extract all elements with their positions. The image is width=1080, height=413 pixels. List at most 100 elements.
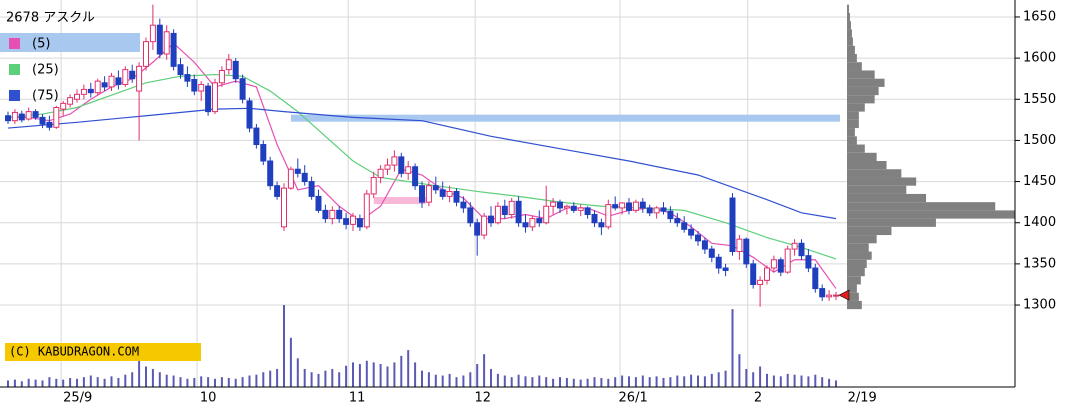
candle-body bbox=[508, 200, 515, 215]
candle-body bbox=[715, 256, 722, 269]
candle-body bbox=[18, 113, 25, 121]
candle-body bbox=[356, 218, 363, 228]
profile-bar bbox=[847, 276, 861, 285]
candle-body bbox=[350, 215, 356, 225]
volume-bar bbox=[586, 378, 589, 387]
candle-body bbox=[177, 64, 184, 76]
y-tick-label: 1400 bbox=[1023, 215, 1056, 230]
profile-bar bbox=[847, 70, 875, 79]
candle-body bbox=[695, 234, 701, 242]
candle-body bbox=[674, 218, 681, 224]
candle-body bbox=[46, 121, 53, 128]
candle-body bbox=[770, 259, 777, 269]
volume-bar bbox=[710, 373, 713, 387]
volume-bar bbox=[766, 373, 768, 387]
volume-bar bbox=[358, 364, 361, 387]
y-tick-label: 1550 bbox=[1023, 92, 1056, 107]
candles bbox=[5, 4, 839, 307]
candle-body bbox=[529, 218, 536, 228]
candle-body bbox=[80, 88, 87, 95]
candle-body bbox=[660, 207, 667, 212]
candle-body bbox=[639, 201, 646, 209]
legend-swatch bbox=[9, 90, 20, 101]
candle-body bbox=[446, 190, 453, 197]
candle-body bbox=[667, 210, 674, 220]
candle-body bbox=[405, 166, 412, 174]
candle-body bbox=[791, 242, 798, 250]
candle-body bbox=[122, 69, 129, 85]
profile-bar bbox=[847, 144, 865, 153]
volume-bar bbox=[441, 375, 444, 387]
volume-bar bbox=[607, 378, 610, 387]
profile-bar bbox=[847, 292, 859, 301]
price-marker bbox=[838, 289, 850, 301]
profile-bar bbox=[847, 202, 996, 211]
volume-bar bbox=[759, 366, 762, 387]
volume-bar bbox=[545, 377, 548, 387]
volume-bar bbox=[20, 381, 23, 387]
volume-bar bbox=[220, 377, 223, 387]
volume-bar bbox=[835, 380, 837, 387]
volume-bar bbox=[276, 368, 279, 387]
profile-bar bbox=[847, 226, 892, 236]
volume-bar bbox=[62, 379, 65, 387]
profile-bar bbox=[847, 218, 936, 227]
volume-bar bbox=[193, 377, 196, 387]
volume-bar bbox=[628, 376, 630, 387]
volume-bar bbox=[648, 377, 651, 387]
candle-body bbox=[805, 255, 812, 269]
volume-bar bbox=[731, 309, 734, 387]
candle-body bbox=[812, 267, 819, 290]
candle-body bbox=[156, 24, 163, 55]
legend-highlight bbox=[0, 33, 140, 52]
volume-bar bbox=[13, 379, 16, 387]
candle-body bbox=[170, 32, 177, 67]
candle-body bbox=[32, 111, 39, 118]
candle-body bbox=[101, 82, 108, 88]
volume-bar bbox=[379, 364, 382, 387]
candle-body bbox=[253, 127, 260, 146]
volume-bar bbox=[676, 375, 679, 387]
profile-bar bbox=[847, 86, 879, 96]
volume-bar bbox=[372, 362, 375, 387]
profile-bar bbox=[847, 152, 877, 161]
volume-bar bbox=[310, 372, 313, 387]
candle-body bbox=[453, 190, 460, 203]
candle-body bbox=[343, 218, 350, 225]
volume-bar bbox=[324, 370, 327, 387]
volume bbox=[7, 305, 837, 387]
volume-bar bbox=[593, 377, 596, 387]
volume-bar bbox=[269, 370, 272, 387]
candle-body bbox=[501, 205, 508, 215]
candle-body bbox=[301, 172, 308, 183]
candle-body bbox=[826, 294, 833, 298]
volume-bar bbox=[386, 366, 389, 387]
candle-body bbox=[398, 156, 405, 174]
candle-body bbox=[646, 207, 653, 214]
volume-bar bbox=[69, 377, 72, 387]
candle-body bbox=[653, 207, 660, 214]
price-band bbox=[290, 114, 840, 122]
candle-body bbox=[729, 197, 736, 253]
profile-bar bbox=[847, 235, 877, 244]
profile-bar bbox=[847, 37, 853, 46]
x-tick-label: 2/19 bbox=[848, 391, 877, 406]
candle-body bbox=[205, 85, 212, 113]
volume-bar bbox=[421, 370, 423, 387]
volume-bar bbox=[393, 362, 396, 387]
candle-body bbox=[777, 259, 784, 273]
candle-body bbox=[688, 228, 695, 236]
profile-bar bbox=[847, 193, 927, 203]
volume-bar bbox=[338, 372, 341, 387]
candle-body bbox=[377, 168, 384, 178]
candle-body bbox=[239, 78, 246, 100]
volume-bar bbox=[800, 375, 803, 387]
volume-bar bbox=[724, 370, 727, 387]
volume-bar bbox=[786, 373, 789, 387]
profile-bar bbox=[847, 268, 865, 277]
volume-bar bbox=[496, 373, 499, 387]
legend-label: (75) bbox=[32, 89, 59, 104]
volume-bar bbox=[117, 377, 120, 387]
volume-bar bbox=[503, 375, 506, 387]
volume-bar bbox=[614, 377, 617, 387]
